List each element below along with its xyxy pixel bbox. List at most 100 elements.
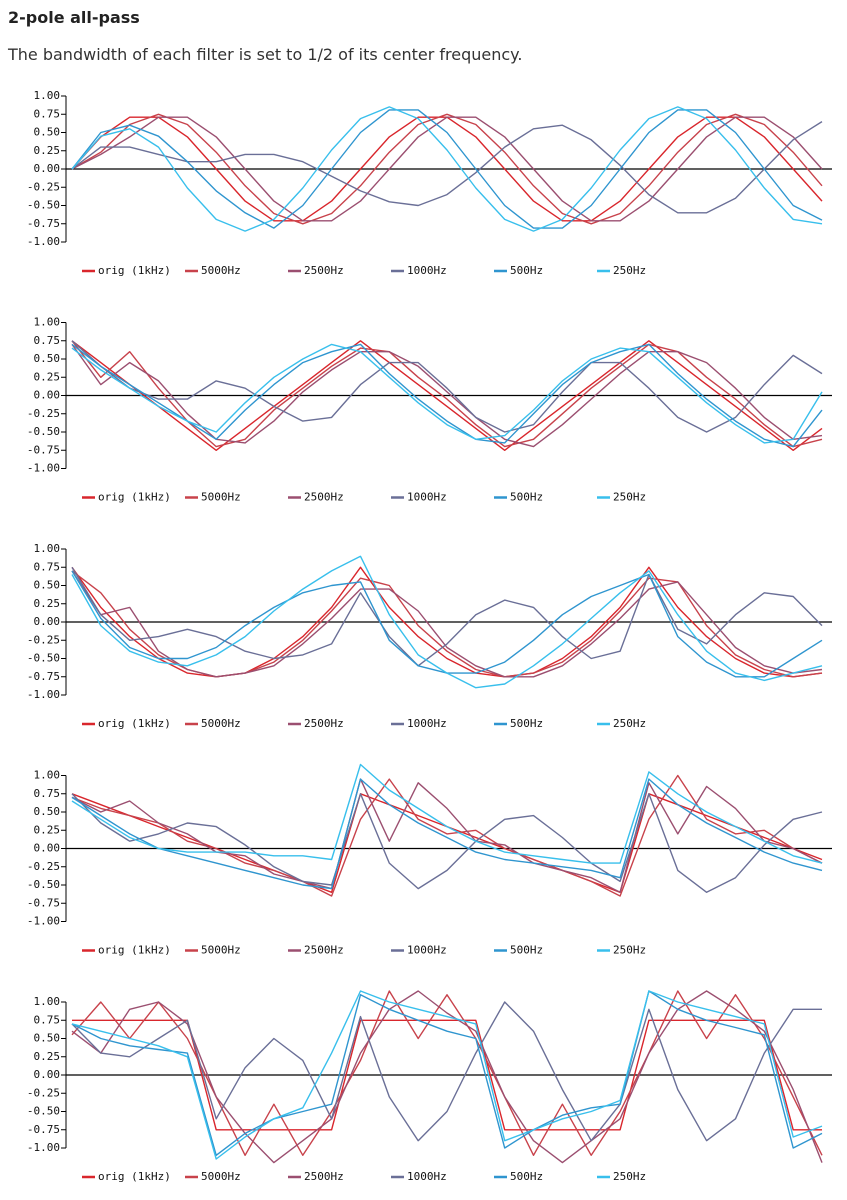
y-tick-label: -0.50 (27, 652, 60, 665)
y-tick-label: -0.25 (27, 407, 60, 420)
y-tick-label: 1.00 (34, 769, 61, 782)
y-tick-label: -0.25 (27, 180, 60, 193)
series-line (71, 1001, 822, 1142)
y-tick-label: -0.75 (27, 217, 60, 230)
series-line (71, 763, 823, 864)
series-line (71, 340, 823, 433)
series-line (71, 109, 823, 229)
y-tick-label: -1.00 (27, 1141, 60, 1154)
y-tick-label: -0.25 (27, 1086, 60, 1099)
series-line (71, 990, 823, 1156)
y-tick-label: 1.00 (34, 995, 61, 1008)
y-tick-label: -0.50 (27, 425, 60, 438)
y-tick-label: -0.50 (27, 878, 60, 891)
y-tick-label: 0.25 (34, 1050, 61, 1063)
legend-label: orig (1kHz) (98, 1170, 171, 1183)
series-line (71, 106, 823, 232)
y-tick-label: 0.75 (34, 560, 61, 573)
y-tick-label: 0.75 (34, 787, 61, 800)
description: The bandwidth of each filter is set to 1… (7, 45, 522, 64)
series-line (71, 793, 823, 893)
y-tick-label: 0.75 (34, 1013, 61, 1026)
y-tick-label: -0.75 (27, 896, 60, 909)
y-tick-label: 0.50 (34, 579, 61, 592)
y-tick-label: -0.50 (27, 1105, 60, 1118)
y-tick-label: -1.00 (27, 462, 60, 475)
series-line (71, 990, 823, 1156)
legend-label: 1000Hz (407, 491, 447, 504)
y-tick-label: -1.00 (27, 915, 60, 928)
legend-label: 500Hz (510, 1170, 543, 1183)
y-tick-label: -1.00 (27, 688, 60, 701)
legend-label: 500Hz (510, 264, 543, 277)
legend-label: 5000Hz (201, 1170, 241, 1183)
series-line (71, 113, 823, 225)
legend-label: 1000Hz (407, 944, 447, 957)
legend-label: 2500Hz (304, 264, 344, 277)
legend-label: orig (1kHz) (98, 264, 171, 277)
legend-label: 5000Hz (201, 491, 241, 504)
series-line (71, 778, 823, 890)
legend-label: 2500Hz (304, 717, 344, 730)
y-tick-label: 0.50 (34, 352, 61, 365)
y-tick-label: -0.75 (27, 670, 60, 683)
legend-label: 1000Hz (407, 264, 447, 277)
series-line (71, 566, 823, 678)
series-line (71, 774, 823, 897)
legend-label: 2500Hz (304, 491, 344, 504)
legend-label: orig (1kHz) (98, 717, 171, 730)
series-line (71, 570, 823, 678)
series-line (71, 116, 823, 222)
legend-label: 250Hz (613, 717, 646, 730)
series-line (71, 570, 823, 678)
y-tick-label: 1.00 (34, 89, 61, 102)
legend-label: 1000Hz (407, 1170, 447, 1183)
y-tick-label: 0.25 (34, 370, 61, 383)
series-line (71, 778, 823, 893)
y-tick-label: -0.25 (27, 633, 60, 646)
series-line (71, 343, 823, 448)
series-line (71, 990, 823, 1160)
legend-label: 250Hz (613, 944, 646, 957)
series-line (71, 343, 823, 444)
y-tick-label: -0.50 (27, 199, 60, 212)
series-line (71, 990, 823, 1164)
series-line (71, 340, 823, 451)
y-tick-label: 0.50 (34, 1032, 61, 1045)
y-tick-label: 1.00 (34, 316, 61, 329)
y-tick-label: 0.00 (34, 842, 61, 855)
heading: 2-pole all-pass (8, 8, 140, 27)
legend-label: 5000Hz (201, 264, 241, 277)
y-tick-label: 0.00 (34, 615, 61, 628)
legend-label: 250Hz (613, 1170, 646, 1183)
y-tick-label: -0.75 (27, 443, 60, 456)
legend-label: 250Hz (613, 264, 646, 277)
legend-label: 2500Hz (304, 944, 344, 957)
series-line (71, 121, 823, 214)
y-tick-label: 0.50 (34, 805, 61, 818)
y-tick-label: 0.25 (34, 144, 61, 157)
series-line (71, 343, 823, 448)
series-line (71, 340, 823, 448)
legend-label: 1000Hz (407, 717, 447, 730)
legend-label: 2500Hz (304, 1170, 344, 1183)
y-tick-label: 0.25 (34, 823, 61, 836)
legend-label: 500Hz (510, 717, 543, 730)
y-tick-label: 0.00 (34, 162, 61, 175)
legend-label: 500Hz (510, 491, 543, 504)
y-tick-label: 0.25 (34, 597, 61, 610)
legend-label: 5000Hz (201, 944, 241, 957)
y-tick-label: 0.00 (34, 389, 61, 402)
y-tick-label: 0.00 (34, 1068, 61, 1081)
legend-label: 500Hz (510, 944, 543, 957)
y-tick-label: 0.75 (34, 107, 61, 120)
y-tick-label: 0.75 (34, 334, 61, 347)
y-tick-label: -0.25 (27, 860, 60, 873)
legend-label: orig (1kHz) (98, 491, 171, 504)
series-line (71, 555, 823, 689)
series-line (71, 570, 823, 678)
y-tick-label: -1.00 (27, 235, 60, 248)
legend-label: 250Hz (613, 491, 646, 504)
legend-label: 5000Hz (201, 717, 241, 730)
